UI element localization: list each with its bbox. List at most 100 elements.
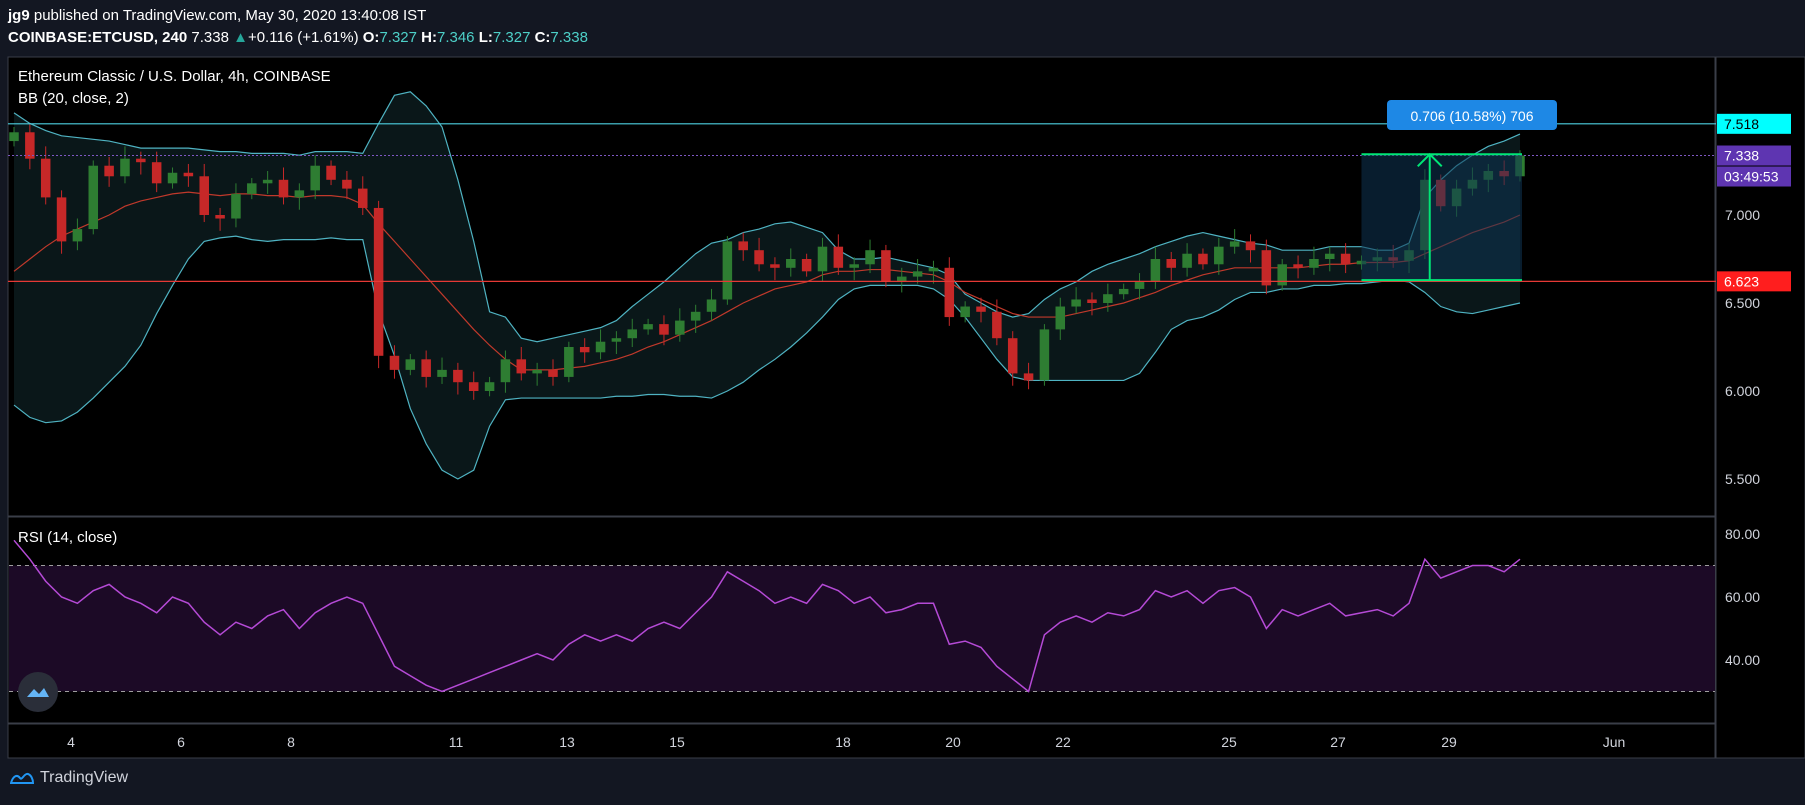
candle-body bbox=[516, 359, 527, 374]
candle-body bbox=[659, 324, 669, 335]
candle-body bbox=[579, 347, 590, 353]
candle-body bbox=[342, 179, 352, 189]
rsi-tick-label: 40.00 bbox=[1725, 652, 1760, 668]
candle-body bbox=[1134, 281, 1145, 289]
time-tick-label: 4 bbox=[67, 734, 75, 750]
candle-body bbox=[294, 190, 305, 198]
chart-title: Ethereum Classic / U.S. Dollar, 4h, COIN… bbox=[18, 68, 331, 85]
candle-body bbox=[199, 176, 209, 215]
bb-indicator-label[interactable]: BB (20, close, 2) bbox=[18, 90, 129, 107]
candle-body bbox=[88, 165, 99, 230]
candle-body bbox=[801, 259, 812, 272]
resistance-price-label: 7.518 bbox=[1724, 116, 1759, 132]
time-tick-label: 6 bbox=[177, 734, 185, 750]
candle-body bbox=[627, 329, 638, 339]
symbol-name: COINBASE:ETCUSD, 240 bbox=[8, 29, 188, 46]
candle-body bbox=[1277, 264, 1287, 286]
candle-body bbox=[326, 165, 336, 180]
candle-body bbox=[1293, 264, 1303, 268]
cloud-icon bbox=[27, 688, 49, 697]
time-tick-label: 8 bbox=[287, 734, 295, 750]
candle-body bbox=[247, 183, 257, 194]
low-label: L: bbox=[478, 29, 493, 46]
candle-body bbox=[104, 165, 114, 177]
candle-body bbox=[595, 341, 606, 353]
candle-body bbox=[960, 306, 970, 318]
candle-body bbox=[1103, 294, 1113, 303]
candle-body bbox=[912, 271, 923, 277]
bb-cloud bbox=[14, 91, 1520, 480]
countdown-label-bg bbox=[1717, 166, 1791, 187]
candle-body bbox=[167, 172, 178, 184]
candle-body bbox=[992, 311, 1002, 339]
candle-body bbox=[675, 320, 685, 335]
high-value: 7.346 bbox=[436, 29, 475, 46]
candle-body bbox=[1150, 259, 1161, 282]
candle-body bbox=[896, 276, 907, 282]
candle-body bbox=[1055, 306, 1066, 330]
rsi-line bbox=[13, 539, 1521, 693]
candle-body bbox=[722, 241, 733, 300]
rsi-band-fill bbox=[9, 565, 1715, 692]
tradingview-logo-icon[interactable] bbox=[10, 770, 34, 786]
candle-body bbox=[1325, 253, 1335, 259]
candle-body bbox=[231, 193, 241, 219]
bb-upper-line bbox=[13, 91, 1521, 343]
time-tick-label: 15 bbox=[669, 734, 685, 750]
last-price: 7.338 bbox=[191, 29, 229, 46]
author-name[interactable]: jg9 bbox=[8, 7, 30, 24]
open-value: 7.327 bbox=[379, 29, 417, 46]
change-value: +0.116 (+1.61%) bbox=[247, 29, 359, 46]
countdown-label: 03:49:53 bbox=[1724, 169, 1779, 185]
candle-body bbox=[976, 306, 986, 312]
candle-body bbox=[151, 162, 162, 184]
candle-body bbox=[833, 246, 844, 268]
candle-body bbox=[770, 264, 780, 268]
low-value: 7.327 bbox=[492, 29, 531, 46]
change-arrow-icon: ▲ bbox=[233, 29, 248, 46]
bb-lower-line bbox=[13, 235, 1521, 480]
time-tick-label: Jun bbox=[1603, 734, 1626, 750]
price-tick-label: 6.500 bbox=[1725, 295, 1760, 311]
close-value: 7.338 bbox=[550, 29, 588, 46]
time-tick-label: 11 bbox=[449, 734, 464, 750]
candle-body bbox=[564, 347, 574, 377]
candle-body bbox=[944, 267, 955, 318]
candle-body bbox=[405, 359, 416, 370]
time-tick-label: 22 bbox=[1055, 734, 1071, 750]
candle-body bbox=[1261, 250, 1272, 286]
candle-body bbox=[1198, 253, 1208, 265]
publish-info: jg9 published on TradingView.com, May 30… bbox=[8, 6, 426, 25]
last-price-label-bg bbox=[1717, 145, 1791, 166]
candle-body bbox=[706, 299, 717, 312]
price-range-measure[interactable]: 0.706 (10.58%) 706 bbox=[1361, 100, 1557, 282]
candle-body bbox=[1007, 338, 1018, 374]
resistance-price-label-bg bbox=[1717, 113, 1791, 134]
price-tick-label: 5.500 bbox=[1725, 471, 1760, 487]
support-price-label-bg bbox=[1717, 271, 1791, 292]
footer-brand[interactable]: TradingView bbox=[40, 769, 129, 786]
candle-body bbox=[389, 355, 400, 370]
tradingview-badge[interactable] bbox=[18, 672, 58, 712]
candle-body bbox=[358, 188, 368, 208]
candle-body bbox=[786, 259, 796, 268]
candle-body bbox=[1071, 299, 1081, 307]
candle-body bbox=[1340, 253, 1351, 265]
candle-body bbox=[928, 267, 939, 272]
candle-body bbox=[484, 382, 495, 391]
rsi-indicator-label[interactable]: RSI (14, close) bbox=[18, 529, 117, 546]
measure-label: 0.706 (10.58%) 706 bbox=[1411, 108, 1534, 124]
measure-arrow-head bbox=[1417, 152, 1443, 167]
candle-body bbox=[437, 369, 447, 377]
candle-body bbox=[1039, 329, 1050, 381]
candle-body bbox=[611, 338, 622, 342]
candle-body bbox=[1182, 253, 1192, 268]
candle-body bbox=[849, 264, 859, 268]
candle-body bbox=[1229, 241, 1240, 247]
candle-body bbox=[865, 250, 875, 265]
support-price-label: 6.623 bbox=[1724, 273, 1759, 289]
candle-body bbox=[1309, 259, 1319, 268]
publish-text: published on TradingView.com, May 30, 20… bbox=[33, 7, 427, 24]
candle-body bbox=[56, 197, 67, 242]
